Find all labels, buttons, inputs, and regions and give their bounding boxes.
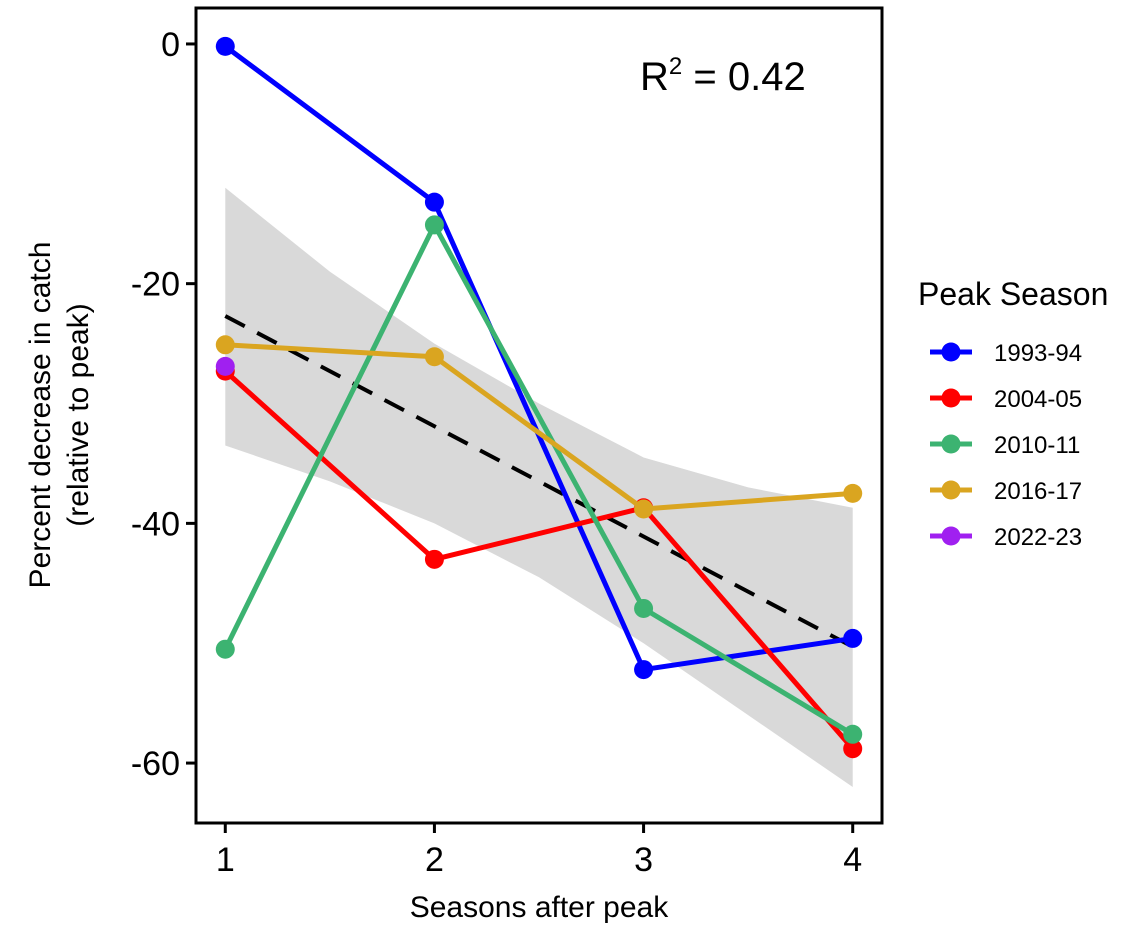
legend-label: 2010-11 — [994, 432, 1080, 459]
legend-label: 2022-23 — [994, 524, 1082, 551]
data-point-2016-17-1 — [215, 335, 235, 355]
legend-item-1993-94: 1993-94 — [930, 340, 1082, 367]
series-2022-23 — [215, 356, 235, 376]
legend-item-2010-11: 2010-11 — [930, 432, 1080, 459]
x-axis-title: Seasons after peak — [410, 891, 670, 924]
legend-item-2022-23: 2022-23 — [930, 524, 1082, 551]
data-point-2004-05-2 — [424, 549, 444, 569]
y-tick-label: -60 — [131, 745, 180, 783]
legend-item-2016-17: 2016-17 — [930, 478, 1082, 505]
x-tick-label: 2 — [425, 841, 444, 879]
data-point-2016-17-4 — [843, 483, 863, 503]
legend-title: Peak Season — [918, 276, 1108, 312]
x-tick-label: 3 — [634, 841, 653, 879]
legend-key-point — [941, 342, 961, 362]
legend-key-point — [941, 480, 961, 500]
data-point-2010-11-2 — [424, 215, 444, 235]
legend-label: 2004-05 — [994, 386, 1082, 413]
series-line-2010-11 — [223, 222, 855, 737]
data-point-1993-94-1 — [215, 36, 235, 56]
y-axis-title: Percent decrease in catch (relative to p… — [24, 242, 95, 589]
data-point-2016-17-3 — [634, 499, 654, 519]
data-point-2010-11-4 — [843, 724, 863, 744]
annotation-r2: R2 = 0.42 — [640, 53, 806, 99]
y-tick-label: -20 — [131, 266, 180, 304]
data-point-2016-17-2 — [424, 347, 444, 367]
legend-item-2004-05: 2004-05 — [930, 386, 1082, 413]
data-point-2022-23-1 — [215, 356, 235, 376]
legend-label: 2016-17 — [994, 478, 1082, 505]
svg-text:(relative to peak): (relative to peak) — [62, 303, 95, 526]
series-line-2004-05 — [223, 369, 855, 751]
data-point-1993-94-2 — [424, 192, 444, 212]
legend-key-point — [941, 526, 961, 546]
data-point-2004-05-4 — [843, 739, 863, 759]
y-tick-label: -40 — [131, 505, 180, 543]
legend-key-point — [941, 388, 961, 408]
data-point-2010-11-3 — [634, 598, 654, 618]
svg-text:Percent decrease in catch: Percent decrease in catch — [24, 242, 57, 589]
y-tick-label: 0 — [161, 26, 180, 64]
plot-panel-border — [194, 6, 884, 825]
legend-label: 1993-94 — [994, 340, 1082, 367]
data-point-1993-94-4 — [843, 628, 863, 648]
legend: 1993-94 2004-05 2010-11 2016-17 2022-23 — [930, 340, 1082, 551]
data-point-2010-11-1 — [215, 639, 235, 659]
trend-line — [224, 314, 854, 649]
series-2010-11 — [215, 215, 863, 744]
x-tick-label: 1 — [216, 841, 235, 879]
legend-key-point — [941, 434, 961, 454]
series-2016-17 — [215, 335, 863, 519]
x-tick-label: 4 — [843, 841, 862, 879]
series-line-2016-17 — [225, 342, 853, 512]
data-point-1993-94-3 — [634, 660, 654, 680]
confidence-band — [225, 187, 853, 788]
